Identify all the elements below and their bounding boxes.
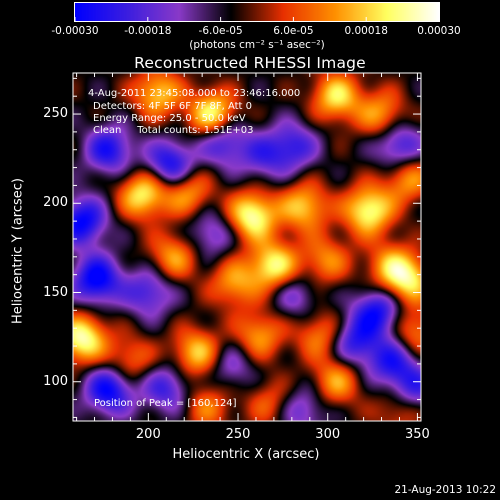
- annotation-clean-counts: Clean Total counts: 1.51E+03: [93, 125, 254, 136]
- x-axis-label: Heliocentric X (arcsec): [172, 447, 320, 462]
- colorbar-tick-label: 0.00030: [417, 25, 461, 37]
- x-tick-label: 250: [225, 427, 251, 442]
- colorbar-tick-label: -0.00030: [51, 25, 99, 37]
- colorbar-tick-label: -6.0e-05: [198, 25, 243, 37]
- chart-title: Reconstructed RHESSI Image: [134, 54, 366, 72]
- footer-date: 21-Aug-2013 10:22: [394, 484, 496, 496]
- colorbar-unit-label: (photons cm⁻² s⁻¹ asec⁻²): [189, 39, 325, 51]
- colorbar: [74, 2, 440, 22]
- x-tick-label: 300: [315, 427, 341, 442]
- colorbar-tick-label: -0.00018: [124, 25, 172, 37]
- annotation-time-range: 4-Aug-2011 23:45:08.000 to 23:46:16.000: [88, 88, 301, 99]
- colorbar-tick-label: 0.00018: [344, 25, 388, 37]
- heatmap-canvas: [73, 73, 421, 421]
- y-axis-label: Heliocentric Y (arcsec): [10, 178, 26, 324]
- annotation-energy-range: Energy Range: 25.0 - 50.0 keV: [93, 113, 246, 124]
- x-tick-label: 200: [135, 427, 161, 442]
- y-tick-label: 200: [43, 195, 68, 211]
- y-tick-label: 250: [43, 106, 68, 122]
- colorbar-tick-label: 6.0e-05: [273, 25, 314, 37]
- annotation-detectors: Detectors: 4F 5F 6F 7F 8F, Att 0: [93, 101, 253, 112]
- x-tick-label: 350: [404, 427, 430, 442]
- peak-position-label: Position of Peak = [160,124]: [94, 398, 237, 409]
- y-tick-label: 150: [43, 284, 68, 300]
- plot-frame: [72, 72, 422, 422]
- y-tick-label: 100: [43, 373, 68, 389]
